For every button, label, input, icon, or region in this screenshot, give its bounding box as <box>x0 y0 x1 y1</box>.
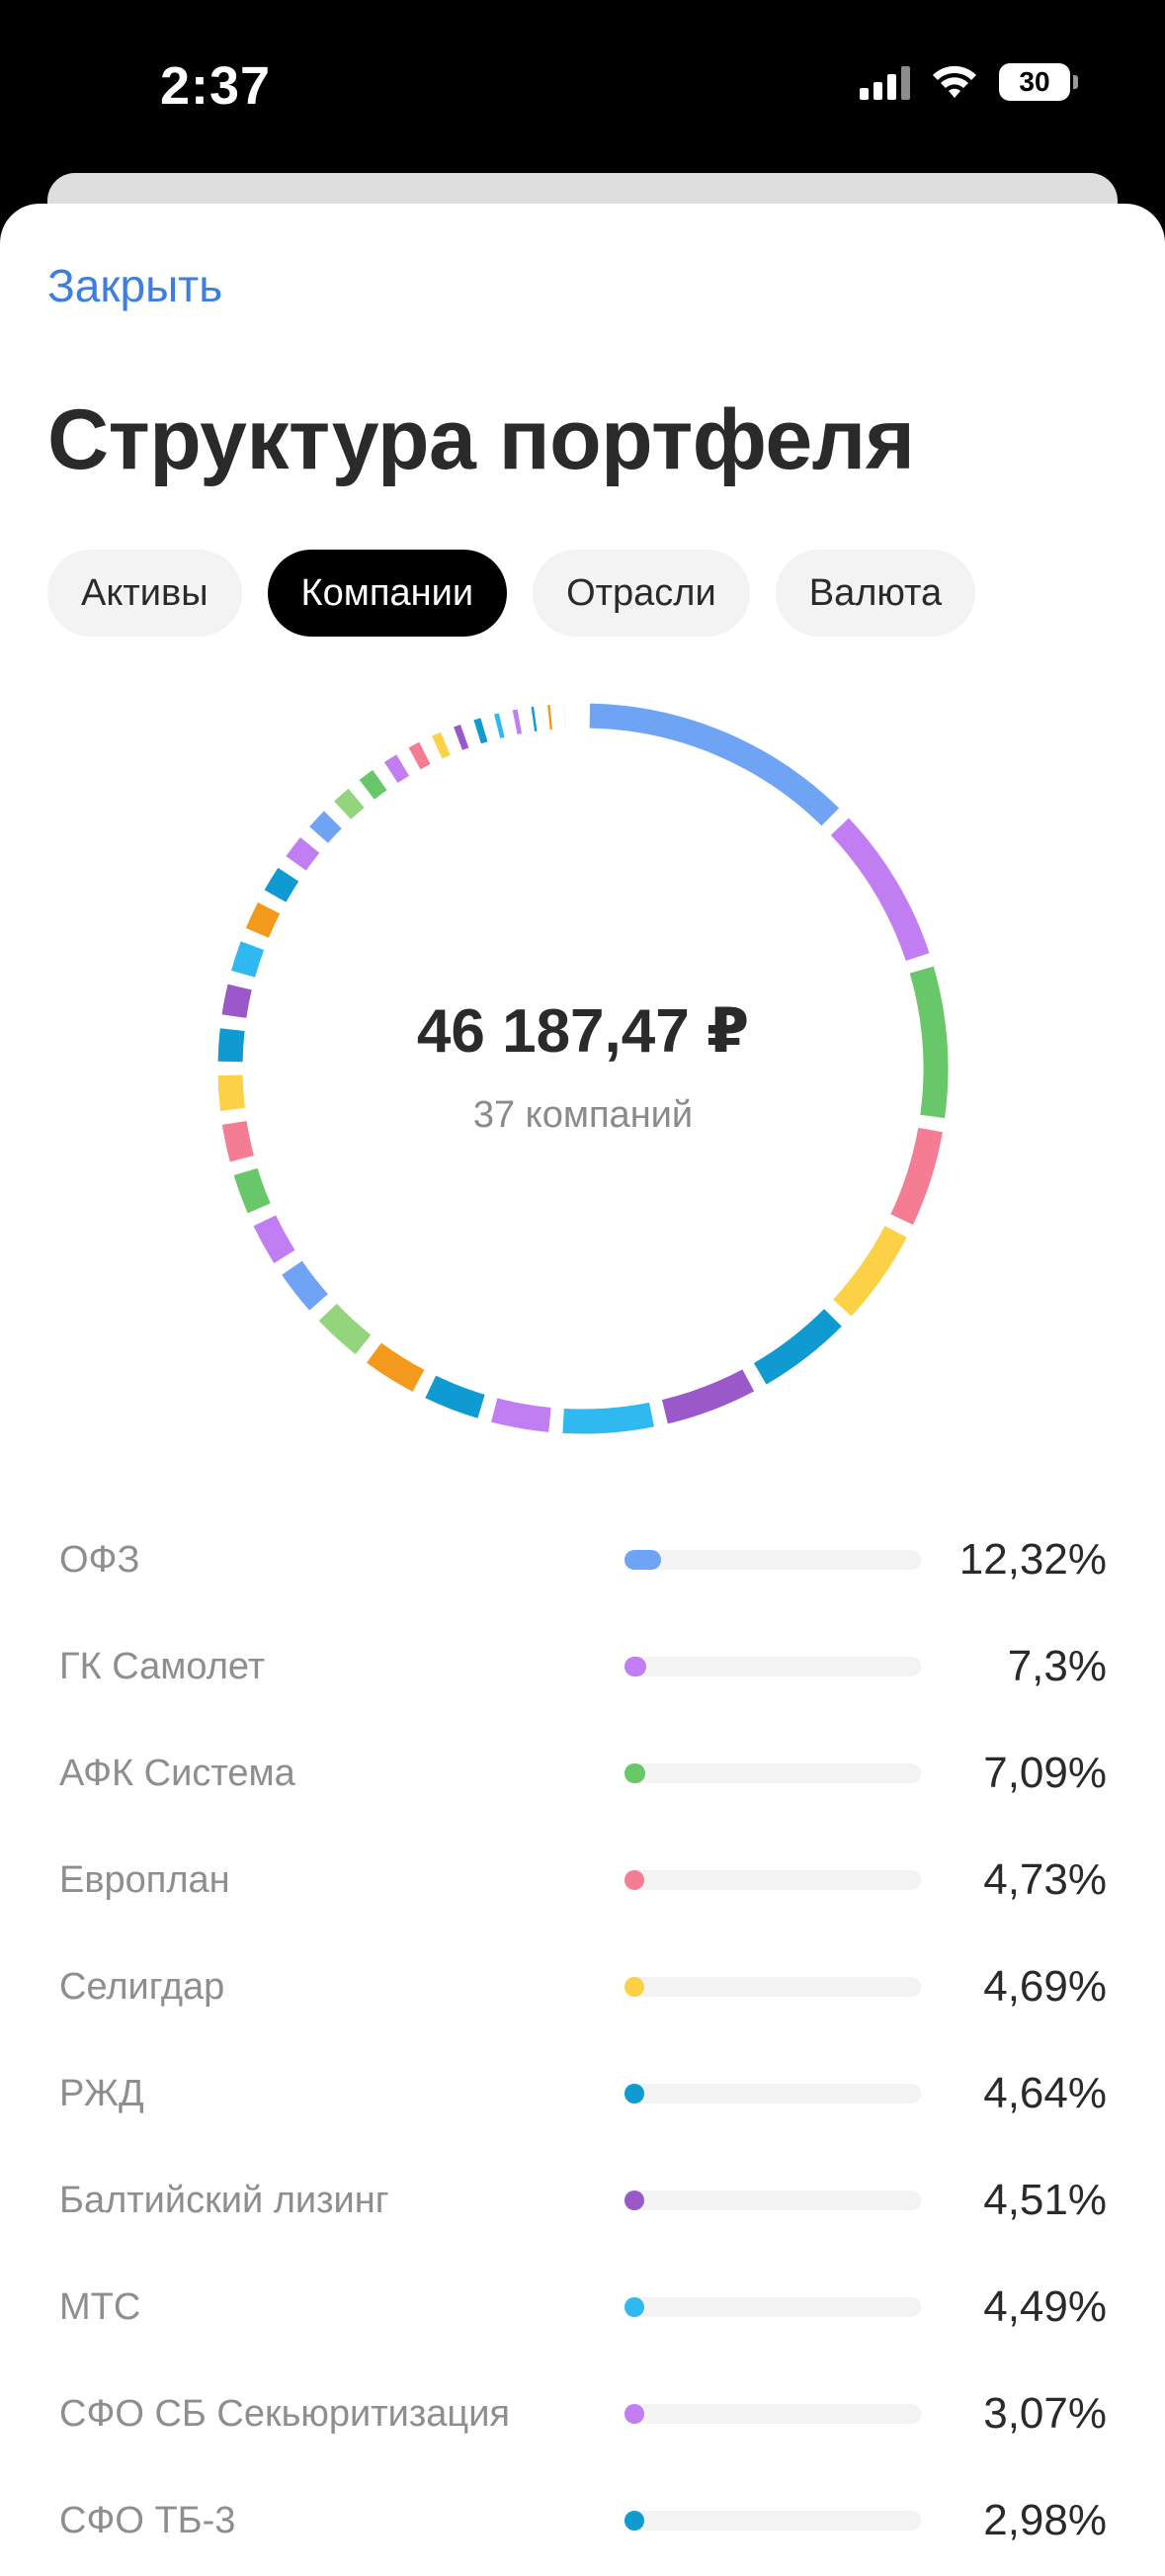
company-name: СФО ТБ-3 <box>59 2467 235 2574</box>
wifi-icon <box>932 64 977 100</box>
company-percent: 7,09% <box>983 1720 1107 1827</box>
company-percent: 4,51% <box>983 2147 1107 2254</box>
list-item[interactable]: СФО СБ Секьюритизация 3,07% <box>59 2361 1107 2467</box>
company-percent: 4,64% <box>983 2040 1107 2147</box>
company-name: Балтийский лизинг <box>59 2147 389 2254</box>
company-percent: 4,49% <box>983 2254 1107 2361</box>
tab-currency[interactable]: Валюта <box>776 550 975 637</box>
share-bar-fill <box>624 1763 645 1783</box>
company-percent: 4,73% <box>983 1827 1107 1933</box>
share-bar-fill <box>624 1550 661 1570</box>
portfolio-structure-sheet: Закрыть Структура портфеля Активы Компан… <box>0 204 1165 2576</box>
list-item[interactable]: МТС 4,49% <box>59 2254 1107 2361</box>
list-item[interactable]: Европлан 4,73% <box>59 1827 1107 1933</box>
list-item[interactable]: Балтийский лизинг 4,51% <box>59 2147 1107 2254</box>
company-percent: 12,32% <box>959 1506 1107 1613</box>
share-bar-track <box>624 2297 921 2317</box>
portfolio-total: 46 187,47 ₽ <box>417 994 749 1067</box>
share-bar-fill <box>624 2297 644 2317</box>
share-bar-fill <box>624 2511 644 2531</box>
share-bar-track <box>624 1657 921 1676</box>
page-title: Структура портфеля <box>47 391 914 489</box>
list-item[interactable]: РЖД 4,64% <box>59 2040 1107 2147</box>
company-name: ОФЗ <box>59 1506 139 1613</box>
battery-icon: 30 <box>999 63 1070 101</box>
companies-count: 37 компаний <box>473 1094 693 1137</box>
donut-chart: 46 187,47 ₽ 37 компаний <box>208 693 958 1444</box>
company-percent: 2,98% <box>983 2467 1107 2574</box>
share-bar-track <box>624 1550 921 1570</box>
company-name: РЖД <box>59 2040 144 2147</box>
tab-bar: Активы Компании Отрасли Валюта <box>47 550 975 637</box>
cellular-signal-icon <box>860 64 910 100</box>
donut-center: 46 187,47 ₽ 37 компаний <box>208 693 958 1444</box>
status-time: 2:37 <box>160 55 271 117</box>
list-item[interactable]: СФО ТБ-3 2,98% <box>59 2467 1107 2574</box>
status-icons: 30 <box>860 63 1070 101</box>
company-name: МТС <box>59 2254 140 2361</box>
share-bar-fill <box>624 1657 646 1676</box>
share-bar-track <box>624 1977 921 1997</box>
company-name: АФК Система <box>59 1720 295 1827</box>
company-name: СФО СБ Секьюритизация <box>59 2361 510 2467</box>
tab-assets[interactable]: Активы <box>47 550 242 637</box>
list-item[interactable]: ГК Самолет 7,3% <box>59 1613 1107 1720</box>
share-bar-track <box>624 2404 921 2424</box>
share-bar-fill <box>624 2190 644 2210</box>
company-name: Селигдар <box>59 1933 224 2040</box>
company-name: Европлан <box>59 1827 230 1933</box>
company-percent: 7,3% <box>1008 1613 1107 1720</box>
tab-companies[interactable]: Компании <box>268 550 508 637</box>
share-bar-track <box>624 2190 921 2210</box>
status-bar: 2:37 30 <box>0 0 1165 173</box>
company-name: ГК Самолет <box>59 1613 265 1720</box>
share-bar-track <box>624 2084 921 2104</box>
tab-industries[interactable]: Отрасли <box>533 550 750 637</box>
share-bar-track <box>624 1870 921 1890</box>
share-bar-fill <box>624 2084 644 2104</box>
share-bar-fill <box>624 2404 644 2424</box>
list-item[interactable]: Селигдар 4,69% <box>59 1933 1107 2040</box>
company-percent: 4,69% <box>983 1933 1107 2040</box>
list-item[interactable]: АФК Система 7,09% <box>59 1720 1107 1827</box>
close-button[interactable]: Закрыть <box>47 259 222 312</box>
share-bar-track <box>624 2511 921 2531</box>
share-bar-track <box>624 1763 921 1783</box>
company-percent: 3,07% <box>983 2361 1107 2467</box>
share-bar-fill <box>624 1977 644 1997</box>
share-bar-fill <box>624 1870 644 1890</box>
list-item[interactable]: ОФЗ 12,32% <box>59 1506 1107 1613</box>
